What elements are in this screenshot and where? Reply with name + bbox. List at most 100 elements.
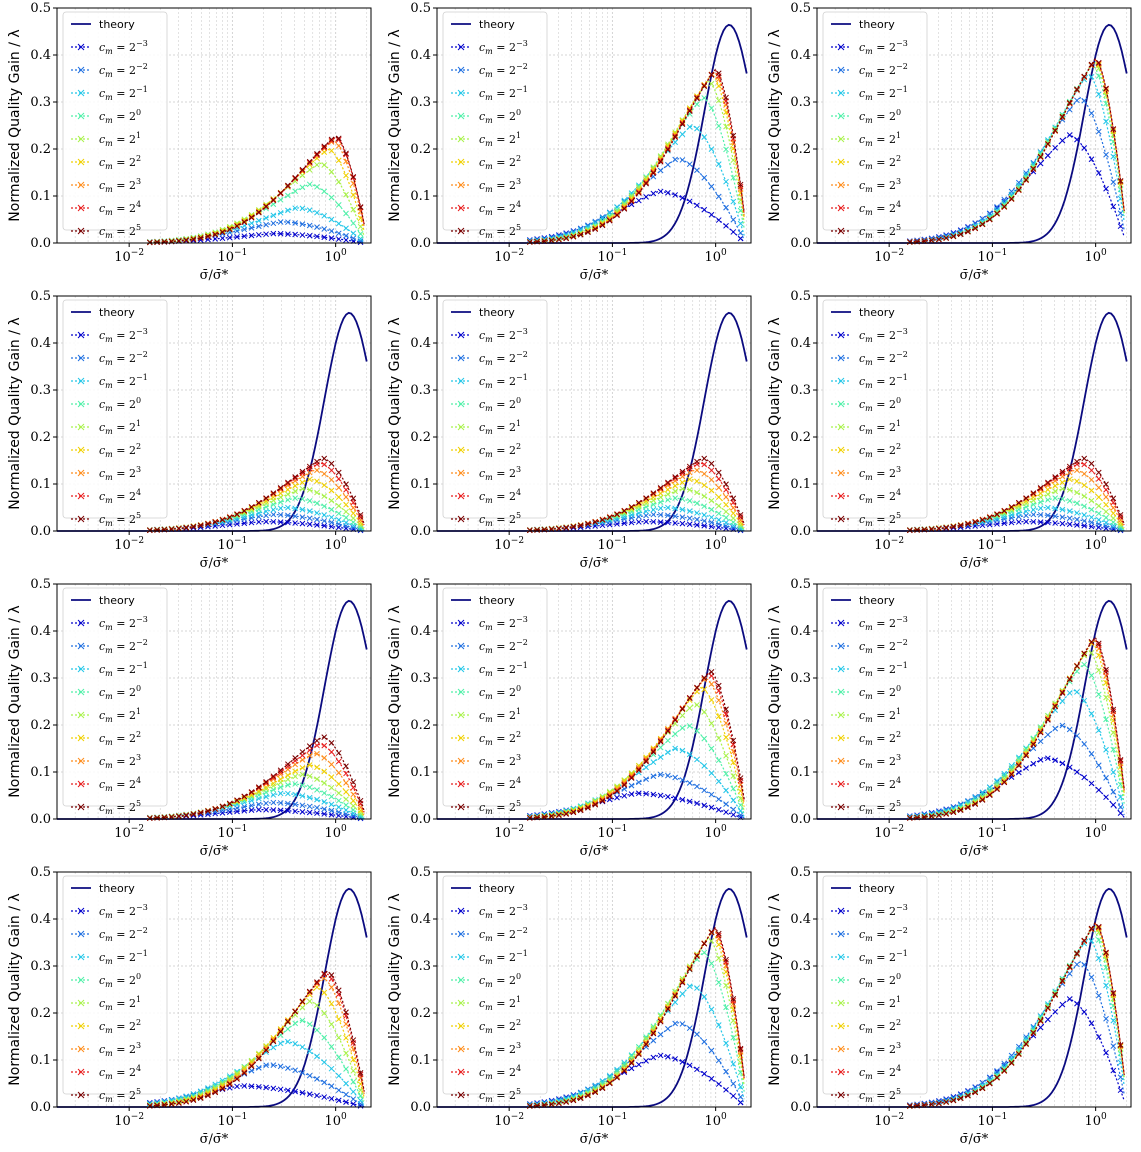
series-marker	[285, 231, 291, 237]
series-marker	[708, 1006, 715, 1013]
legend-marker	[457, 66, 465, 74]
series-marker	[628, 505, 635, 512]
series-marker	[306, 159, 313, 166]
y-tick-label: 0.5	[410, 289, 431, 304]
series-marker	[255, 499, 262, 506]
series-marker	[277, 196, 284, 203]
series-marker	[343, 514, 349, 521]
series-marker	[701, 787, 708, 794]
series-line-2	[909, 960, 1125, 1106]
series-marker	[321, 144, 328, 151]
series-marker	[657, 505, 664, 512]
series-marker	[701, 206, 708, 213]
legend-marker	[457, 43, 465, 51]
series-marker	[299, 221, 306, 227]
series-marker	[1110, 769, 1117, 775]
y-tick-label: 0.2	[790, 142, 811, 157]
y-tick-label: 0.1	[790, 1053, 811, 1068]
series-line-6	[909, 922, 1125, 1107]
series-marker	[1023, 495, 1029, 501]
series-marker	[1081, 774, 1088, 781]
series-marker	[1110, 788, 1117, 795]
legend-marker	[77, 135, 85, 143]
series-marker	[335, 797, 342, 804]
series-marker	[665, 772, 671, 779]
series-marker	[643, 764, 649, 771]
series-marker	[350, 779, 357, 786]
series-marker	[219, 228, 226, 234]
series-marker	[1103, 151, 1109, 158]
series-marker	[694, 684, 700, 691]
series-marker	[1059, 760, 1066, 767]
series-marker	[650, 759, 657, 765]
legend-marker	[77, 377, 85, 385]
series-marker	[979, 215, 986, 222]
series-marker	[686, 515, 693, 522]
y-tick-label: 0.5	[410, 865, 431, 880]
series-marker	[343, 191, 349, 198]
x-axis-label: σ̄/σ̄*	[200, 1132, 229, 1147]
series-marker	[1045, 1016, 1051, 1023]
subplot-6: 0.0 0.1 0.2 0.3 0.4 0.5 10−2 10−1 100 σ̄/σ̄* Norma…	[767, 289, 1132, 571]
series-line-4	[149, 1019, 365, 1106]
y-axis-label: Normalized Quality Gain / λ	[767, 893, 783, 1085]
x-tick-label: 100	[1085, 824, 1108, 841]
y-axis-label: Normalized Quality Gain / λ	[7, 317, 23, 509]
series-marker	[679, 712, 686, 719]
legend-marker	[837, 112, 845, 120]
x-tick-label: 10−2	[874, 824, 904, 841]
series-marker	[176, 813, 182, 820]
series-marker	[1066, 690, 1073, 696]
legend: theory cm = 2−3 cm = 2−2 cm = 2−1 cm = 20 cm …	[442, 11, 548, 240]
series-marker	[599, 517, 606, 523]
series-marker	[270, 1085, 277, 1092]
series-marker	[672, 731, 679, 737]
legend-theory-label: theory	[479, 882, 515, 895]
series-marker	[563, 524, 570, 531]
series-marker	[285, 1026, 291, 1032]
series-marker	[335, 521, 342, 527]
series-marker	[943, 232, 950, 239]
legend-marker	[77, 400, 85, 408]
y-axis-label: Normalized Quality Gain / λ	[387, 605, 403, 797]
series-marker	[1081, 512, 1088, 518]
y-tick-label: 0.2	[30, 1006, 51, 1021]
series-marker	[621, 792, 628, 799]
legend-marker	[837, 66, 845, 74]
series-marker	[1045, 731, 1051, 738]
x-axis-label: σ̄/σ̄*	[960, 556, 989, 571]
series-marker	[592, 519, 599, 526]
plot-frame	[816, 7, 1132, 244]
series-marker	[723, 514, 729, 521]
series-marker	[299, 232, 306, 238]
series-marker	[146, 527, 153, 534]
series-marker	[686, 780, 693, 786]
series-marker	[694, 500, 700, 507]
series-marker	[679, 121, 686, 127]
series-marker	[701, 493, 708, 500]
series-line-3	[909, 507, 1125, 531]
series-marker	[321, 768, 328, 775]
legend-label: cm = 23	[99, 177, 141, 194]
y-tick-label: 0.3	[410, 95, 431, 110]
series-marker	[335, 179, 342, 185]
y-axis-label: Normalized Quality Gain / λ	[767, 29, 783, 221]
series-line-3	[529, 507, 745, 531]
y-tick-label: 0.2	[790, 430, 811, 445]
series-line-7	[909, 59, 1125, 243]
series-marker	[1066, 100, 1073, 106]
series-line-3	[149, 207, 365, 243]
series-marker	[1030, 506, 1037, 513]
series-marker	[314, 522, 320, 528]
series-marker	[701, 461, 708, 468]
series-marker	[592, 226, 599, 233]
y-tick-label: 0.5	[790, 289, 811, 304]
series-marker	[1037, 1017, 1044, 1024]
series-marker	[292, 1008, 299, 1015]
series-marker	[1117, 178, 1124, 184]
series-marker	[1095, 494, 1102, 500]
series-marker	[343, 789, 349, 795]
legend-marker	[457, 331, 465, 339]
series-marker	[650, 501, 657, 508]
series-marker	[314, 516, 320, 523]
